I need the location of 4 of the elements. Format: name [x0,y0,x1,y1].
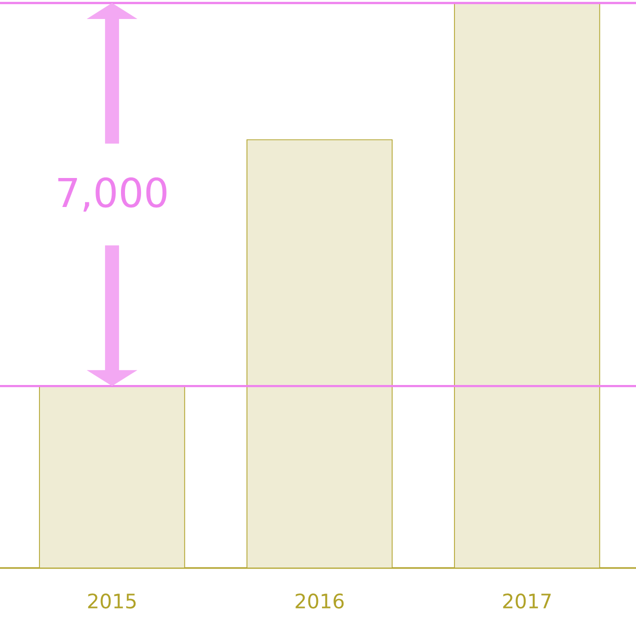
annotation: 7,000 [58,177,166,212]
x-tick-label: 2016 [296,594,344,609]
x-tick-label: 2017 [503,594,551,609]
x-tick-label: 2015 [88,594,136,609]
